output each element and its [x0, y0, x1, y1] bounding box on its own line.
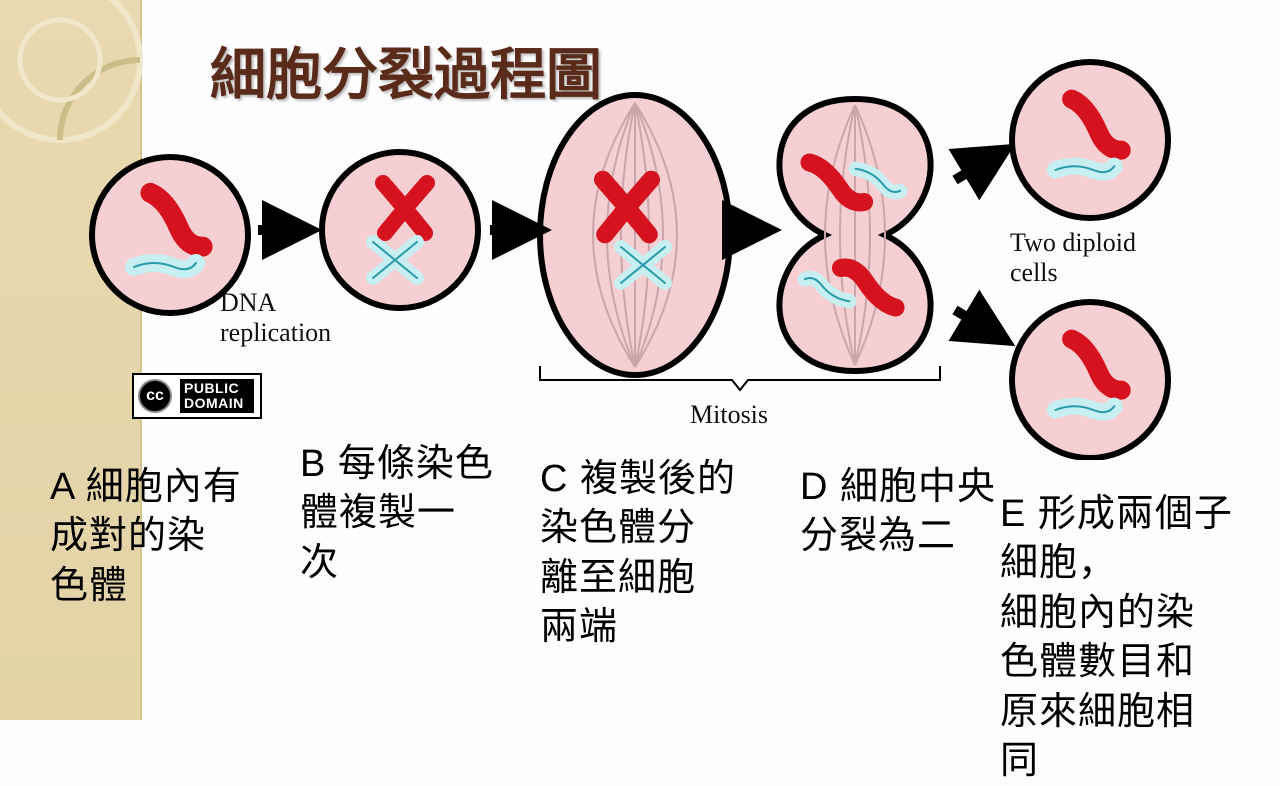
desc-stage-b: B 每條染色體複製一次: [300, 440, 494, 588]
public-domain-badge: cc PUBLIC DOMAIN: [132, 373, 262, 419]
desc-stage-a: A 細胞內有成對的染色體: [50, 463, 242, 611]
desc-stage-d: D 細胞中央分裂為二: [800, 463, 996, 562]
desc-stage-e: E 形成兩個子細胞，細胞內的染色體數目和原來細胞相同: [1000, 490, 1233, 786]
cc-icon: cc: [138, 379, 172, 413]
badge-text: PUBLIC DOMAIN: [180, 379, 254, 412]
desc-stage-c: C 複製後的染色體分離至細胞兩端: [540, 455, 736, 653]
